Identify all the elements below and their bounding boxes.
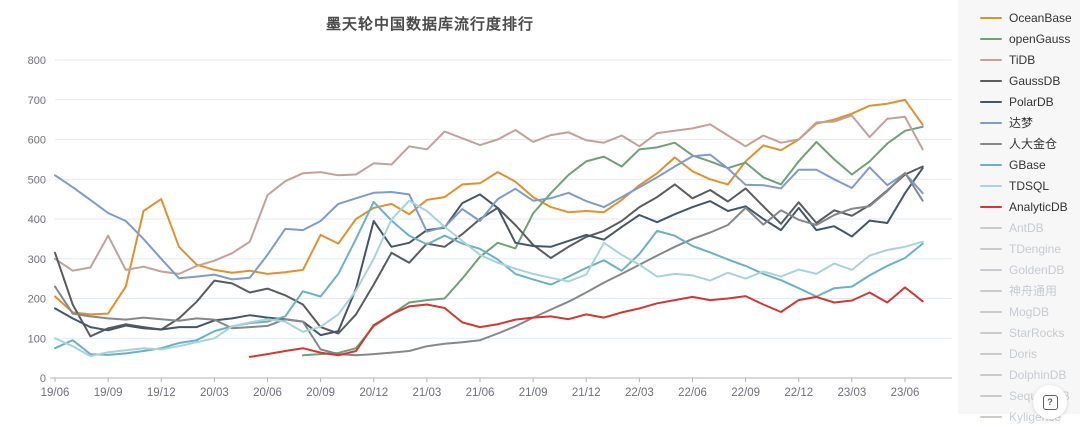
legend-dash xyxy=(980,268,1002,271)
y-axis-label: 800 xyxy=(28,55,46,67)
legend-item-OceanBase[interactable]: OceanBase xyxy=(980,7,1080,28)
legend-item-openGauss[interactable]: openGauss xyxy=(980,28,1080,49)
legend-dash xyxy=(980,205,1002,208)
legend-item-TDengine[interactable]: TDengine xyxy=(980,238,1080,259)
chart-title: 墨天轮中国数据库流行度排行 xyxy=(325,16,534,33)
series-line-openGauss xyxy=(301,125,924,357)
legend-item-人大金仓[interactable]: 人大金仓 xyxy=(980,133,1080,154)
legend-dash xyxy=(980,163,1002,166)
legend-label: TDengine xyxy=(1009,241,1062,256)
x-axis-label: 20/12 xyxy=(359,387,388,399)
legend-item-TiDB[interactable]: TiDB xyxy=(980,49,1080,70)
y-axis-label: 600 xyxy=(28,135,46,147)
y-axis-label: 700 xyxy=(28,95,46,107)
x-axis-label: 21/09 xyxy=(519,387,548,399)
legend-dash xyxy=(980,79,1002,82)
x-axis-label: 20/06 xyxy=(253,387,282,399)
series-line-PolarDB xyxy=(54,167,924,337)
x-axis-label: 20/09 xyxy=(306,387,335,399)
series-line-GaussDB xyxy=(54,165,924,338)
legend-dash xyxy=(980,100,1002,103)
legend-label: OceanBase xyxy=(1009,10,1072,25)
series-line-人大金仓 xyxy=(54,171,924,357)
chart-legend: OceanBase openGauss TiDB GaussDB PolarDB 达梦人大… xyxy=(980,7,1080,427)
help-button[interactable]: ? xyxy=(1033,385,1067,419)
legend-dash xyxy=(980,394,1002,397)
chart-plot-area[interactable]: 0 100 200 300 400 500 600 700 800 19/06 19/09 19/12… xyxy=(0,0,958,414)
legend-label: GoldenDB xyxy=(1009,262,1065,277)
legend-label: AnalyticDB xyxy=(1009,199,1068,214)
legend-label: 神舟通用 xyxy=(1009,284,1058,298)
x-axis-label: 19/09 xyxy=(94,387,123,399)
legend-label: DolphinDB xyxy=(1009,367,1067,382)
x-axis-label: 22/09 xyxy=(731,387,760,399)
legend-label: StarRocks xyxy=(1009,325,1065,340)
y-axis-label: 0 xyxy=(40,373,46,385)
legend-item-达梦[interactable]: 达梦 xyxy=(980,112,1080,133)
legend-dash xyxy=(980,415,1002,418)
series-line-达梦 xyxy=(54,153,924,281)
x-axis-label: 22/03 xyxy=(625,387,654,399)
chart-container: 0 100 200 300 400 500 600 700 800 19/06 19/09 19/12… xyxy=(0,0,958,414)
x-axis-label: 23/06 xyxy=(891,387,920,399)
legend-dash xyxy=(980,16,1002,19)
legend-item-StarRocks[interactable]: StarRocks xyxy=(980,322,1080,343)
legend-label: TDSQL xyxy=(1009,178,1050,193)
legend-dash xyxy=(980,37,1002,40)
legend-item-神舟通用[interactable]: 神舟通用 xyxy=(980,280,1080,301)
x-axis-label: 19/06 xyxy=(41,387,70,399)
x-axis-label: 20/03 xyxy=(200,387,229,399)
y-axis-label: 500 xyxy=(28,174,46,186)
x-axis-label: 19/12 xyxy=(147,387,176,399)
legend-dash xyxy=(980,331,1002,334)
legend-item-MogDB[interactable]: MogDB xyxy=(980,301,1080,322)
legend-dash xyxy=(980,289,1002,292)
x-axis-label: 22/12 xyxy=(784,387,813,399)
legend-label: Doris xyxy=(1009,346,1038,361)
series-line-GBase xyxy=(54,200,924,356)
legend-item-TDSQL[interactable]: TDSQL xyxy=(980,175,1080,196)
legend-label: 达梦 xyxy=(1009,116,1034,130)
legend-dash xyxy=(980,226,1002,229)
series-line-TDSQL xyxy=(54,199,924,358)
y-axis-label: 300 xyxy=(28,254,46,266)
legend-dash xyxy=(980,142,1002,145)
legend-label: 人大金仓 xyxy=(1009,137,1058,151)
y-axis-label: 400 xyxy=(28,214,46,226)
legend-item-GaussDB[interactable]: GaussDB xyxy=(980,70,1080,91)
help-icon: ? xyxy=(1042,394,1058,410)
legend-item-DolphinDB[interactable]: DolphinDB xyxy=(980,364,1080,385)
x-axis-label: 23/03 xyxy=(837,387,866,399)
legend-label: GBase xyxy=(1009,157,1046,172)
legend-dash xyxy=(980,184,1002,187)
legend-panel-background xyxy=(958,0,1080,414)
x-axis-label: 21/03 xyxy=(412,387,441,399)
legend-item-GoldenDB[interactable]: GoldenDB xyxy=(980,259,1080,280)
legend-item-AnalyticDB[interactable]: AnalyticDB xyxy=(980,196,1080,217)
legend-item-GBase[interactable]: GBase xyxy=(980,154,1080,175)
legend-item-Doris[interactable]: Doris xyxy=(980,343,1080,364)
legend-item-AntDB[interactable]: AntDB xyxy=(980,217,1080,238)
legend-label: openGauss xyxy=(1009,31,1071,46)
legend-dash xyxy=(980,352,1002,355)
legend-dash xyxy=(980,247,1002,250)
x-axis-label: 21/12 xyxy=(572,387,601,399)
y-axis-label: 100 xyxy=(28,333,46,345)
legend-dash xyxy=(980,121,1002,124)
legend-label: PolarDB xyxy=(1009,94,1054,109)
x-axis-label: 22/06 xyxy=(678,387,707,399)
legend-dash xyxy=(980,373,1002,376)
legend-item-PolarDB[interactable]: PolarDB xyxy=(980,91,1080,112)
series-line-TiDB xyxy=(54,114,924,275)
legend-label: AntDB xyxy=(1009,220,1044,235)
legend-dash xyxy=(980,58,1002,61)
series-line-OceanBase xyxy=(54,98,924,316)
x-axis-label: 21/06 xyxy=(466,387,495,399)
legend-label: MogDB xyxy=(1009,304,1050,319)
legend-label: TiDB xyxy=(1009,52,1036,67)
legend-dash xyxy=(980,310,1002,313)
y-axis-label: 200 xyxy=(28,294,46,306)
legend-label: GaussDB xyxy=(1009,73,1061,88)
series-line-AnalyticDB xyxy=(248,286,924,358)
